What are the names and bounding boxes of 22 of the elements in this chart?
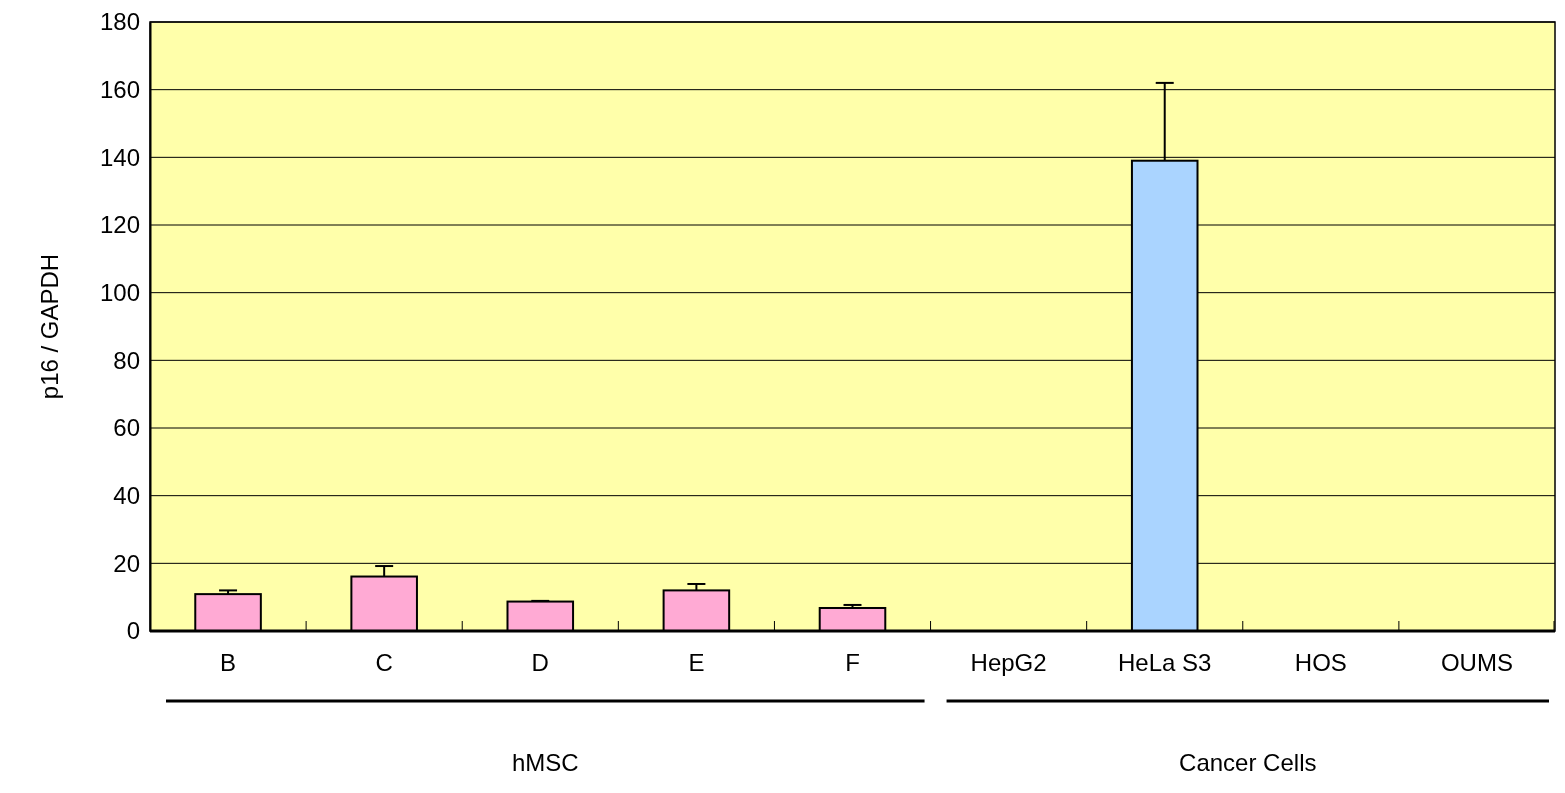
y-tick-label: 20 [113,549,140,577]
y-tick-label: 140 [99,143,140,171]
y-tick-label: 40 [113,481,140,509]
x-tick-label: C [375,649,393,676]
x-tick-label: E [688,649,705,676]
x-tick-label: B [220,649,237,676]
x-tick-label: HepG2 [970,649,1047,676]
x-tick-label: D [531,649,549,676]
x-tick-label: F [845,649,860,676]
text: Cancer Cells [1179,749,1317,776]
y-tick-label: 60 [113,414,140,442]
y-axis-title: p16 / GAPDH [36,253,63,400]
y-tick-label: 160 [99,75,140,103]
y-tick-label: 180 [99,8,140,36]
x-tick-label: OUMS [1440,649,1513,676]
y-tick-label: 100 [99,278,140,306]
text: hMSC [511,749,579,776]
y-tick-label: 120 [99,211,140,239]
x-tick-label: HeLa S3 [1118,649,1212,676]
x-tick-label: HOS [1294,649,1347,676]
y-tick-label: 80 [113,346,140,374]
y-tick-label: 0 [126,617,140,645]
